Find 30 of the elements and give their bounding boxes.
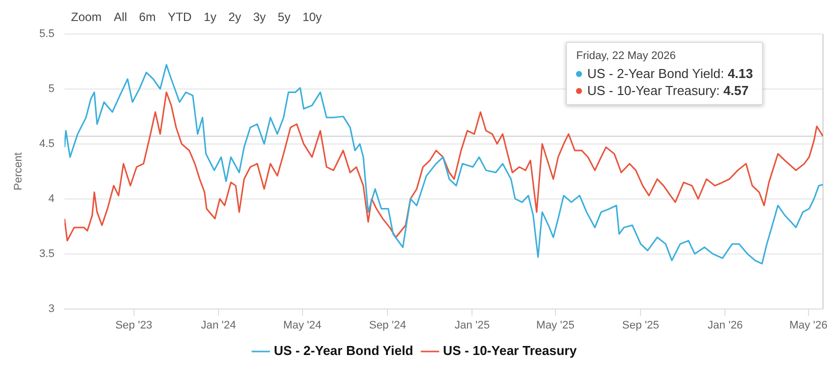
text: YTD: [166, 9, 193, 26]
x-tick-label: Jan '24: [200, 319, 236, 332]
text: 5y: [276, 9, 292, 26]
annotation: Friday, 22 May 2026: [576, 49, 677, 64]
x-tick-label: Sep '23: [115, 319, 152, 332]
x-tick-label: May '26: [789, 319, 828, 332]
x-tick-label: Jan '26: [708, 319, 743, 332]
x-tick-label: Sep '25: [622, 319, 660, 332]
legend-label: US - 2-Year Bond Yield: [274, 343, 414, 358]
x-tick-label: May '25: [536, 319, 574, 332]
legend-label: US - 10-Year Treasury: [442, 343, 578, 358]
y-tick-label: 3: [48, 302, 54, 315]
text: 1y: [202, 9, 218, 26]
y-axis-title: Percent: [12, 152, 25, 190]
x-tick-label: Jan '25: [454, 319, 490, 332]
y-tick-label: 5: [48, 82, 54, 95]
text: 3y: [252, 9, 267, 26]
annotation: US - 2-Year Bond Yield: 4.13: [587, 65, 753, 82]
y-tick-label: 5.5: [39, 28, 54, 40]
y-tick-label: 4: [48, 192, 54, 205]
annotation: US - 10-Year Treasury: 4.57: [587, 82, 749, 99]
text: 2y: [227, 9, 242, 26]
x-tick-label: Sep '24: [369, 319, 406, 332]
y-tick-label: 4.5: [39, 138, 54, 150]
text: All: [112, 9, 128, 26]
y-tick-label: 3.5: [39, 248, 54, 260]
text: 10y: [301, 9, 323, 26]
text: Zoom: [70, 9, 103, 26]
x-tick-label: May '24: [283, 319, 322, 332]
text: 6m: [138, 9, 157, 26]
